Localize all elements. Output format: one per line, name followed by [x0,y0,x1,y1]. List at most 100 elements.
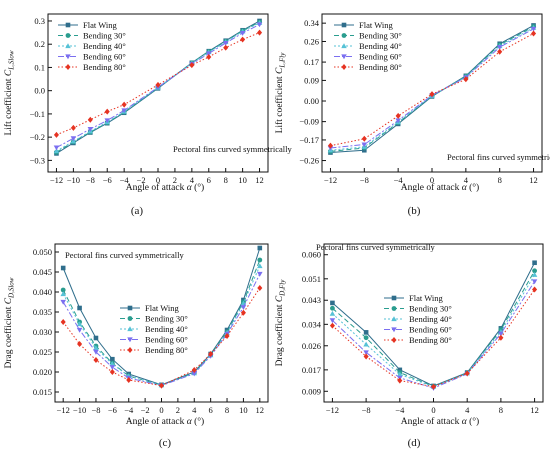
legend-label: Bending 60° [359,52,402,62]
data-point [60,299,66,305]
y-tick-label: 0.34 [304,18,320,28]
series-5 [329,286,538,390]
y-tick-label: 0.060 [302,250,321,260]
data-point [53,131,59,138]
data-point [532,286,538,293]
x-axis-label: Angle of attack α (°) [126,182,204,193]
legend-marker [127,337,133,343]
data-point [327,142,333,149]
data-point [70,124,76,131]
x-tick-label: −12 [324,175,337,185]
legend-marker [65,33,71,38]
legend-marker [341,43,347,49]
data-point [397,371,403,377]
y-tick-label: 0.009 [302,386,321,396]
data-point [87,126,94,132]
data-point [109,361,116,367]
data-point [93,357,99,363]
series-line [56,24,260,149]
data-point [93,335,99,341]
data-point [77,341,83,347]
y-axis-label: Lift coefficient CL,Slow [3,50,16,135]
data-point [60,291,66,297]
x-axis-label: Angle of attack α (°) [126,416,204,427]
y-tick-label: −0.1 [30,109,45,119]
x-tick-label: 0 [431,405,435,415]
legend-marker [341,64,347,70]
data-point [496,45,503,50]
data-point [223,44,229,51]
y-tick-label: 0.035 [33,307,52,317]
x-tick-label: −4 [120,175,130,185]
data-point [257,257,263,263]
data-point [104,118,110,124]
legend-marker [127,305,133,311]
data-point [430,383,437,390]
x-tick-label: 6 [207,175,211,185]
data-point [532,260,537,266]
legend-label: Flat Wing [409,293,443,303]
legend-marker [127,326,133,332]
chart-panel-4: −12 −8 −4 0 4 8 12 0.009 0.017 0.026 0.034 0.043 0.0… [274,242,544,449]
data-point [361,142,368,148]
legend-marker [127,316,133,321]
chart-panel-2: −12 −8 −4 0 4 8 12 −0.26 −0.17 −0.09 0.00 0.09 0.17 0… [274,13,550,217]
y-tick-label: 0.025 [33,347,52,357]
series-line [56,22,260,152]
panel-label: (a) [131,205,144,217]
data-point [240,36,246,43]
data-point [191,367,197,373]
data-point [498,331,504,337]
data-point [87,116,93,123]
chart-panel-1: −12 −10 −8 −6 −4 −2 0 2 4 6 8 10 12 −0.3 −0.2 −0.1 0.0 0.… [3,13,292,217]
data-point [208,351,214,357]
data-point [257,263,263,269]
x-tick-label: 10 [238,175,247,185]
data-point [463,76,469,83]
legend-marker [65,22,71,28]
data-point [257,245,263,251]
x-tick-label: 0 [156,175,160,185]
legend-label: Bending 40° [83,41,126,51]
data-point [76,321,83,327]
data-point [257,285,263,291]
data-point [224,333,230,339]
data-point [530,26,537,32]
legend-marker [65,43,71,49]
y-tick-label: −0.17 [299,135,319,145]
legend-label: Bending 30° [409,304,452,314]
y-tick-label: 0.030 [33,327,52,337]
data-point [256,22,263,28]
x-tick-label: 8 [224,175,228,185]
legend-marker [391,295,397,301]
data-point [70,136,77,142]
series-line [62,259,261,386]
x-tick-label: −4 [394,175,404,185]
x-tick-label: 0 [430,175,434,185]
x-tick-label: 8 [498,175,502,185]
y-tick-label: −0.26 [299,156,319,166]
legend-label: Bending 60° [145,335,188,345]
y-tick-label: 0.026 [302,341,321,351]
legend-label: Bending 80° [409,335,452,345]
data-point [397,377,403,384]
y-tick-label: 0.034 [302,319,322,329]
data-point [531,30,537,37]
x-tick-label: −6 [103,175,112,185]
data-point [206,51,212,57]
y-tick-label: −0.09 [299,117,319,127]
legend-label: Bending 60° [83,52,126,62]
annotation: Pectoral fins curved symmetrically [173,144,292,154]
data-point [60,319,66,325]
y-tick-label: 0.09 [304,75,319,85]
x-tick-label: 6 [209,405,213,415]
legend-label: Bending 80° [359,62,402,72]
data-point [77,305,82,311]
data-point [329,310,336,316]
x-tick-label: −6 [108,405,117,415]
legend-marker [127,347,133,353]
y-axis-label: Drag coefficient CD,Slow [3,277,16,368]
